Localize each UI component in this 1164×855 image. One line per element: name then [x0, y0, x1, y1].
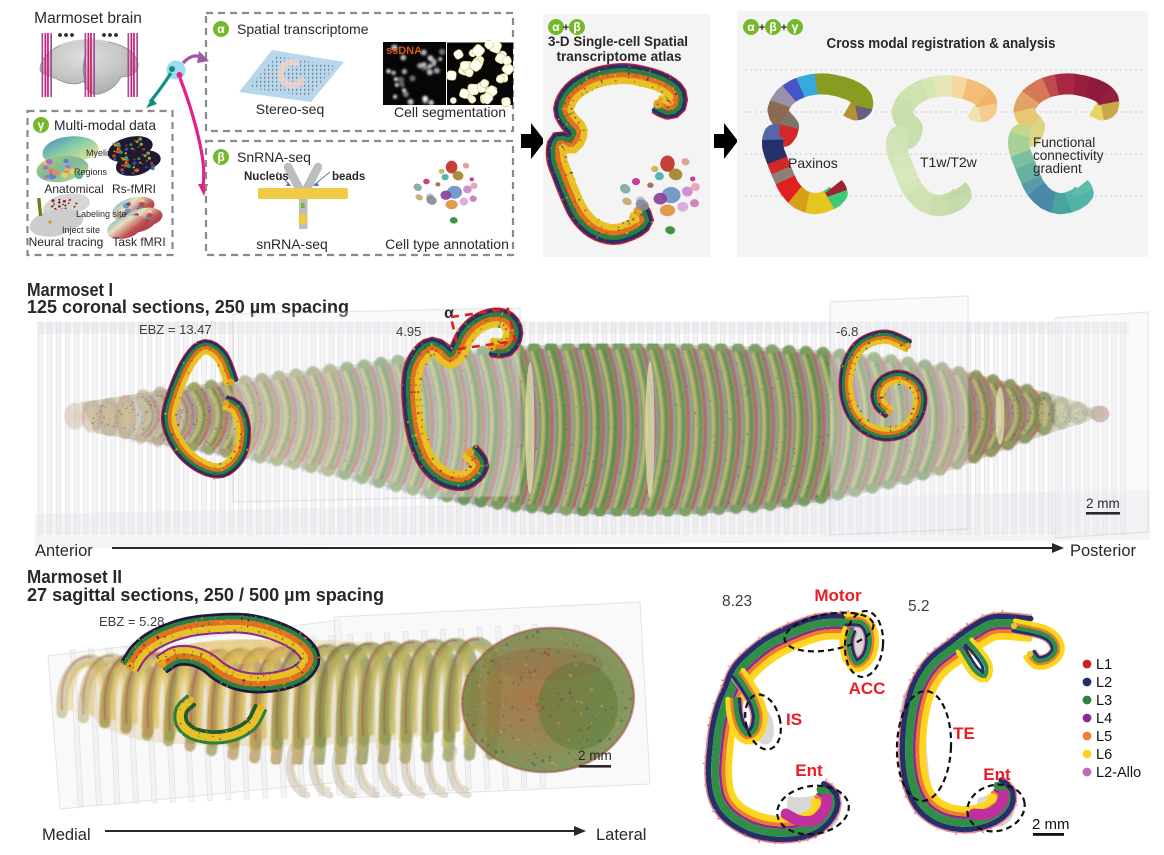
svg-text:L3: L3 [1096, 693, 1112, 709]
svg-text:L2-Allo: L2-Allo [1096, 765, 1141, 781]
svg-text:snRNA-seq: snRNA-seq [256, 236, 328, 252]
svg-text:ssDNA: ssDNA [386, 45, 422, 57]
svg-text:Paxinos: Paxinos [788, 155, 838, 171]
svg-text:L6: L6 [1096, 747, 1112, 763]
svg-text:Task fMRI: Task fMRI [112, 235, 165, 249]
svg-text:L5: L5 [1096, 729, 1112, 745]
svg-text:beads: beads [332, 171, 365, 183]
svg-text:Anatomical: Anatomical [44, 182, 103, 196]
svg-text:Nucleus: Nucleus [244, 171, 289, 183]
svg-text:L1: L1 [1096, 657, 1112, 673]
svg-text:gradient: gradient [1033, 161, 1082, 176]
svg-text:TE: TE [953, 724, 975, 743]
svg-text:Labeling site: Labeling site [76, 209, 127, 219]
svg-text:Marmoset II: Marmoset II [27, 567, 122, 587]
svg-text:α: α [444, 305, 454, 322]
svg-text:Cell segmentation: Cell segmentation [394, 104, 506, 120]
svg-text:Functional: Functional [1033, 135, 1095, 150]
svg-text:γ: γ [38, 118, 45, 132]
svg-text:IS: IS [786, 710, 802, 729]
svg-text:+: + [759, 22, 765, 34]
svg-text:connectivity: connectivity [1033, 148, 1104, 163]
svg-text:2 mm: 2 mm [578, 748, 612, 763]
svg-text:+: + [563, 22, 569, 34]
svg-text:L2: L2 [1096, 675, 1112, 691]
svg-text:27 sagittal sections, 250 / 50: 27 sagittal sections, 250 / 500 µm spaci… [27, 585, 384, 605]
svg-text:β: β [217, 150, 224, 164]
svg-text:Stereo-seq: Stereo-seq [256, 101, 324, 117]
svg-text:125 coronal sections, 250 µm s: 125 coronal sections, 250 µm spacing [27, 297, 349, 317]
svg-text:Cell type annotation: Cell type annotation [385, 236, 509, 252]
svg-text:EBZ = 5.28: EBZ = 5.28 [99, 614, 164, 629]
svg-text:-6.8: -6.8 [836, 324, 858, 339]
svg-text:β: β [769, 20, 776, 34]
svg-text:Marmoset I: Marmoset I [27, 280, 113, 300]
svg-text:Posterior: Posterior [1070, 542, 1137, 560]
svg-text:5.2: 5.2 [908, 598, 930, 615]
svg-text:Lateral: Lateral [596, 826, 646, 844]
svg-text:+: + [781, 22, 787, 34]
svg-text:EBZ = 13.47: EBZ = 13.47 [139, 322, 212, 337]
svg-text:Marmoset brain: Marmoset brain [34, 10, 142, 27]
svg-text:α: α [217, 22, 225, 36]
svg-text:ACC: ACC [849, 679, 886, 698]
svg-text:Spatial transcriptome: Spatial transcriptome [237, 21, 369, 37]
svg-text:Ent: Ent [983, 765, 1011, 784]
svg-text:α: α [747, 20, 755, 34]
svg-text:Cross modal registration & ana: Cross modal registration & analysis [827, 36, 1056, 52]
svg-text:8.23: 8.23 [722, 593, 752, 610]
svg-text:Anterior: Anterior [35, 542, 93, 560]
svg-text:γ: γ [792, 20, 799, 34]
svg-text:Ent: Ent [795, 761, 823, 780]
svg-text:Multi-modal data: Multi-modal data [54, 118, 156, 133]
svg-text:3-D Single-cell Spatial: 3-D Single-cell Spatial [548, 33, 688, 49]
svg-text:Neural tracing: Neural tracing [29, 235, 104, 249]
svg-text:4.95: 4.95 [396, 324, 421, 339]
svg-text:2 mm: 2 mm [1086, 496, 1120, 511]
svg-text:Regions: Regions [74, 167, 108, 177]
svg-text:L4: L4 [1096, 711, 1112, 727]
svg-text:SnRNA-seq: SnRNA-seq [237, 149, 311, 165]
svg-text:Motor: Motor [814, 586, 862, 605]
svg-text:α: α [552, 20, 560, 34]
svg-text:β: β [573, 20, 580, 34]
svg-text:transcriptome atlas: transcriptome atlas [557, 48, 682, 64]
svg-text:Myelin: Myelin [86, 148, 112, 158]
svg-text:Rs-fMRI: Rs-fMRI [112, 182, 156, 196]
svg-text:Medial: Medial [42, 826, 91, 844]
svg-text:Inject site: Inject site [62, 225, 100, 235]
svg-text:2 mm: 2 mm [1032, 816, 1070, 833]
svg-text:T1w/T2w: T1w/T2w [920, 154, 978, 170]
